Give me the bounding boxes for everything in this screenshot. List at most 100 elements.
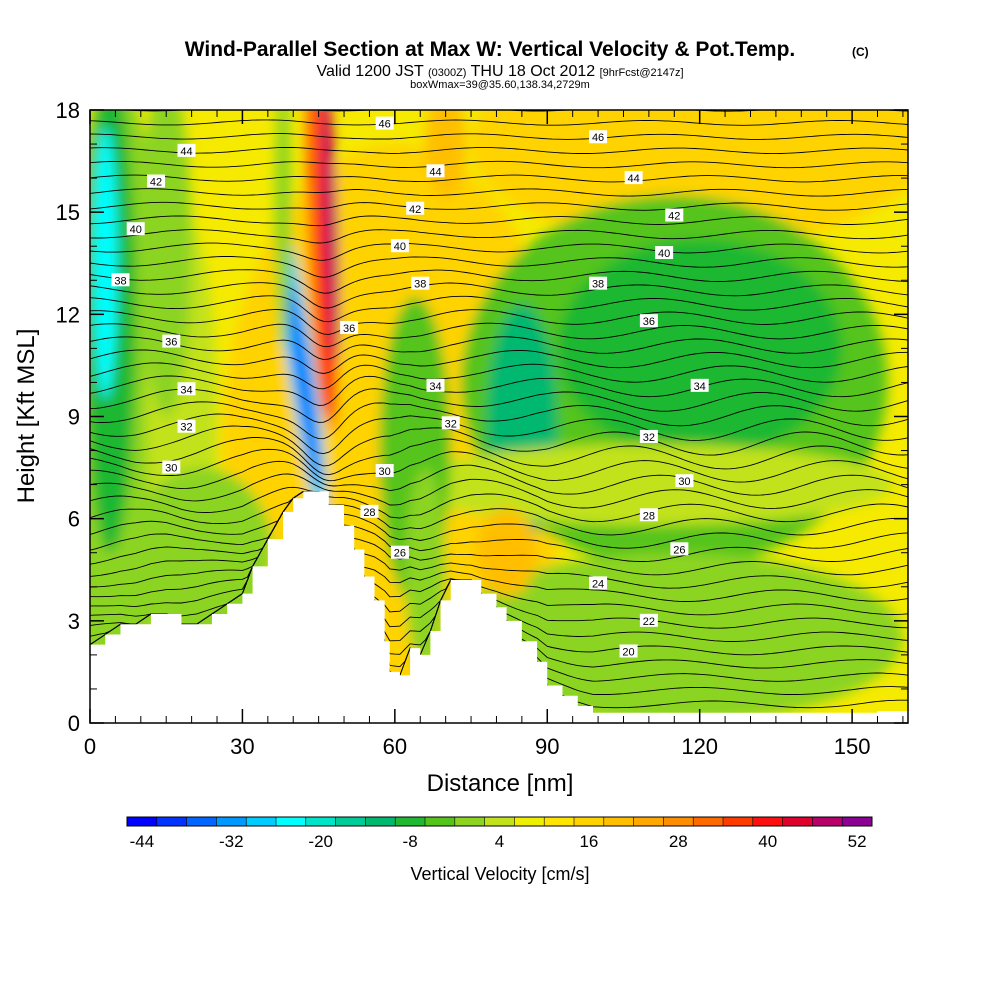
- colorbar-tick-label: 28: [669, 832, 688, 851]
- vv-region-mid-low: [405, 467, 446, 672]
- colorbar-swatch: [514, 817, 545, 826]
- colorbar-swatch: [216, 817, 247, 826]
- theta-contour: [90, 133, 908, 140]
- colorbar-swatch: [544, 817, 575, 826]
- theta-contour: [90, 160, 908, 169]
- svg-text:40: 40: [394, 241, 406, 253]
- svg-text:36: 36: [165, 337, 177, 349]
- vv-region-right-mid: [405, 443, 893, 526]
- x-axis-label: Distance [nm]: [427, 770, 574, 797]
- theta-contour: [90, 201, 908, 211]
- colorbar-tick-label: -20: [308, 832, 333, 851]
- colorbar-tick-label: 16: [579, 832, 598, 851]
- colorbar-tick-label: 4: [495, 832, 504, 851]
- theta-contour: [90, 322, 908, 348]
- svg-text:38: 38: [592, 279, 604, 291]
- x-tick-label: 90: [535, 734, 559, 759]
- svg-text:32: 32: [180, 422, 192, 434]
- colorbar-tick-label: -32: [219, 832, 244, 851]
- colorbar-swatch: [574, 817, 605, 826]
- theta-label: 24: [589, 576, 608, 590]
- theta-label: 44: [426, 164, 445, 178]
- svg-text:32: 32: [643, 432, 655, 444]
- svg-text:32: 32: [445, 418, 457, 430]
- theta-contour: [90, 362, 908, 390]
- theta-label: 32: [639, 429, 658, 444]
- theta-contour: [90, 388, 908, 423]
- x-tick-label: 60: [383, 734, 407, 759]
- theta-contour: [90, 425, 908, 467]
- theta-label: 20: [619, 644, 638, 658]
- theta-contour: [90, 146, 908, 155]
- colorbar-swatch: [693, 817, 724, 826]
- theta-label: 44: [624, 171, 643, 185]
- theta-contour: [90, 490, 908, 562]
- colorbar-swatch: [663, 817, 694, 826]
- colorbar-swatch: [395, 817, 426, 826]
- x-tick: 150: [834, 110, 870, 759]
- y-tick: 0: [68, 711, 908, 736]
- x-tick-label: 120: [681, 734, 718, 759]
- y-tick: 3: [68, 609, 908, 634]
- svg-text:36: 36: [343, 323, 355, 335]
- x-tick: 90: [535, 110, 560, 759]
- svg-text:40: 40: [658, 248, 670, 260]
- theta-contour: [90, 229, 908, 244]
- colorbar-swatch: [842, 817, 873, 826]
- theta-contour: [90, 375, 908, 406]
- y-tick: 9: [68, 405, 908, 430]
- theta-label: 46: [589, 130, 608, 144]
- y-tick-label: 0: [68, 711, 80, 736]
- svg-text:40: 40: [130, 224, 142, 236]
- colorbar-swatch: [723, 817, 754, 826]
- theta-contour: [90, 295, 908, 323]
- x-tick-label: 30: [230, 734, 254, 759]
- colorbar-swatch: [484, 817, 515, 826]
- theta-label: 34: [177, 382, 196, 396]
- subtitle-valid: Valid 1200 JST: [316, 63, 427, 80]
- svg-text:46: 46: [379, 119, 391, 131]
- svg-text:36: 36: [643, 316, 655, 328]
- theta-label: 38: [111, 273, 130, 287]
- vv-region-updraft-core: [323, 110, 340, 366]
- x-tick: 0: [84, 110, 96, 759]
- svg-text:44: 44: [429, 166, 441, 178]
- colorbar-swatch: [603, 817, 635, 826]
- theta-contour: [90, 269, 908, 294]
- svg-text:34: 34: [694, 381, 706, 393]
- svg-text:28: 28: [363, 507, 375, 519]
- theta-label: 36: [340, 320, 359, 335]
- theta-contour: [90, 460, 908, 496]
- theta-contour: [90, 119, 908, 126]
- theta-label: 38: [411, 276, 430, 291]
- theta-contour: [90, 336, 908, 361]
- vv-region-upper-warm: [471, 110, 908, 247]
- svg-text:34: 34: [429, 381, 441, 393]
- theta-contour: [90, 174, 908, 183]
- x-tick-label: 0: [84, 734, 96, 759]
- theta-contour: [90, 490, 908, 602]
- svg-text:30: 30: [678, 476, 690, 488]
- theta-contour: [90, 490, 908, 589]
- y-tick-label: 6: [68, 507, 80, 532]
- theta-contour: [90, 215, 908, 227]
- theta-label: 40: [655, 246, 674, 260]
- y-tick-label: 18: [56, 98, 80, 123]
- svg-text:34: 34: [180, 384, 192, 396]
- svg-text:22: 22: [643, 616, 655, 628]
- theta-contour: [90, 490, 908, 616]
- svg-text:24: 24: [592, 578, 604, 590]
- svg-text:28: 28: [643, 510, 655, 522]
- colorbar-swatch: [365, 817, 396, 826]
- y-tick-label: 3: [68, 609, 80, 634]
- y-tick: 6: [68, 507, 908, 532]
- plot-area: 46 46 44 44 44 42 42 42 40 40 40 38 38 38 36 36 36 34 34 34…: [90, 110, 908, 723]
- chart-title: Wind-Parallel Section at Max W: Vertical…: [185, 38, 796, 61]
- colorbar: -44 -32 -20 -8 4 16 28 40 52: [126, 816, 873, 851]
- vv-region-downdraft-upper: [274, 110, 292, 349]
- x-tick: 30: [230, 110, 255, 759]
- chart-subtitle-2: boxWmax=39@35.60,138.34,2729m: [410, 79, 590, 91]
- theta-contour: [90, 490, 908, 536]
- y-tick: 12: [56, 302, 908, 327]
- vv-region-right-low: [445, 552, 903, 723]
